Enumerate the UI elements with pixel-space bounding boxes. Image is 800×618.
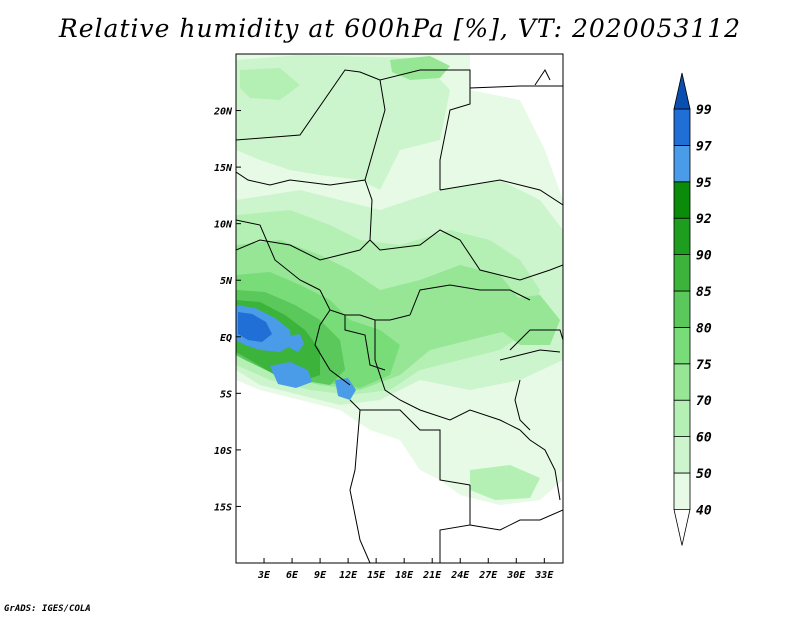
lat-tick-label: 10N <box>214 220 233 231</box>
lat-tick-label: 15N <box>214 163 233 174</box>
colorbar-below-triangle <box>673 509 691 546</box>
lat-tick-label: 5N <box>220 276 233 287</box>
colorbar-label: 80 <box>696 321 712 336</box>
colorbar-label: 40 <box>696 503 712 518</box>
colorbar-segment <box>673 217 691 255</box>
humidity-core-97b <box>270 362 312 388</box>
humidity-patch-east <box>500 295 560 345</box>
lon-tick-label: 15E <box>367 570 386 581</box>
lon-tick-label: 12E <box>339 570 358 581</box>
colorbar-label: 50 <box>696 467 712 482</box>
colorbar-label: 90 <box>696 249 712 264</box>
colorbar-segment <box>673 181 691 219</box>
lat-tick-label: 10S <box>214 446 232 457</box>
colorbar-segment <box>673 363 691 401</box>
colorbar-label: 60 <box>696 431 712 446</box>
colorbar-label: 85 <box>696 285 712 300</box>
lon-tick-label: 27E <box>478 570 498 581</box>
lon-tick-label: 30E <box>506 570 526 581</box>
humidity-core-97d <box>290 334 304 352</box>
colorbar-segment <box>673 254 691 292</box>
lon-tick-label: 33E <box>534 570 554 581</box>
lat-tick-label: EQ <box>220 333 232 344</box>
colorbar: 40 50 60 70 75 80 85 90 92 95 97 99 <box>673 72 712 546</box>
humidity-patch-south <box>470 465 540 500</box>
lon-tick-label: 21E <box>422 570 442 581</box>
colorbar-segment <box>673 472 691 510</box>
lon-tick-label: 6E <box>286 570 299 581</box>
colorbar-segment <box>673 108 691 146</box>
colorbar-segment <box>673 399 691 438</box>
colorbar-label: 75 <box>696 358 712 373</box>
humidity-field <box>236 54 563 563</box>
map-title: Relative humidity at 600hPa [%], VT: 202… <box>58 14 742 43</box>
colorbar-label: 95 <box>696 176 712 191</box>
colorbar-segment <box>673 326 691 365</box>
country-borders <box>236 69 563 563</box>
colorbar-label: 97 <box>696 139 712 154</box>
humidity-patch-northwest <box>240 68 300 100</box>
humidity-core-99 <box>238 312 272 342</box>
lat-tick-label: 5S <box>220 389 232 400</box>
colorbar-label: 99 <box>696 103 712 118</box>
plot-frame <box>235 53 564 564</box>
colorbar-label: 70 <box>696 394 712 409</box>
colorbar-above-triangle <box>673 72 691 110</box>
lon-tick-label: 9E <box>314 570 327 581</box>
colorbar-label: 92 <box>696 212 712 227</box>
colorbar-segment <box>673 144 691 183</box>
lat-tick-label: 15S <box>214 502 232 513</box>
colorbar-segment <box>673 436 691 474</box>
lat-tick-label: 20N <box>213 107 233 118</box>
lon-tick-label: 24E <box>450 570 470 581</box>
lon-tick-label: 18E <box>395 570 414 581</box>
grads-credit: GrADS: IGES/COLA <box>4 604 91 614</box>
lon-tick-label: 3E <box>257 570 271 581</box>
longitude-axis: 3E 6E 9E 12E 15E 18E 21E 24E 27E 30E 33E <box>257 558 554 581</box>
humidity-core-97c <box>335 378 356 400</box>
colorbar-segment <box>673 290 691 328</box>
latitude-axis: 20N 15N 10N 5N EQ 5S 10S 15S <box>213 107 241 513</box>
